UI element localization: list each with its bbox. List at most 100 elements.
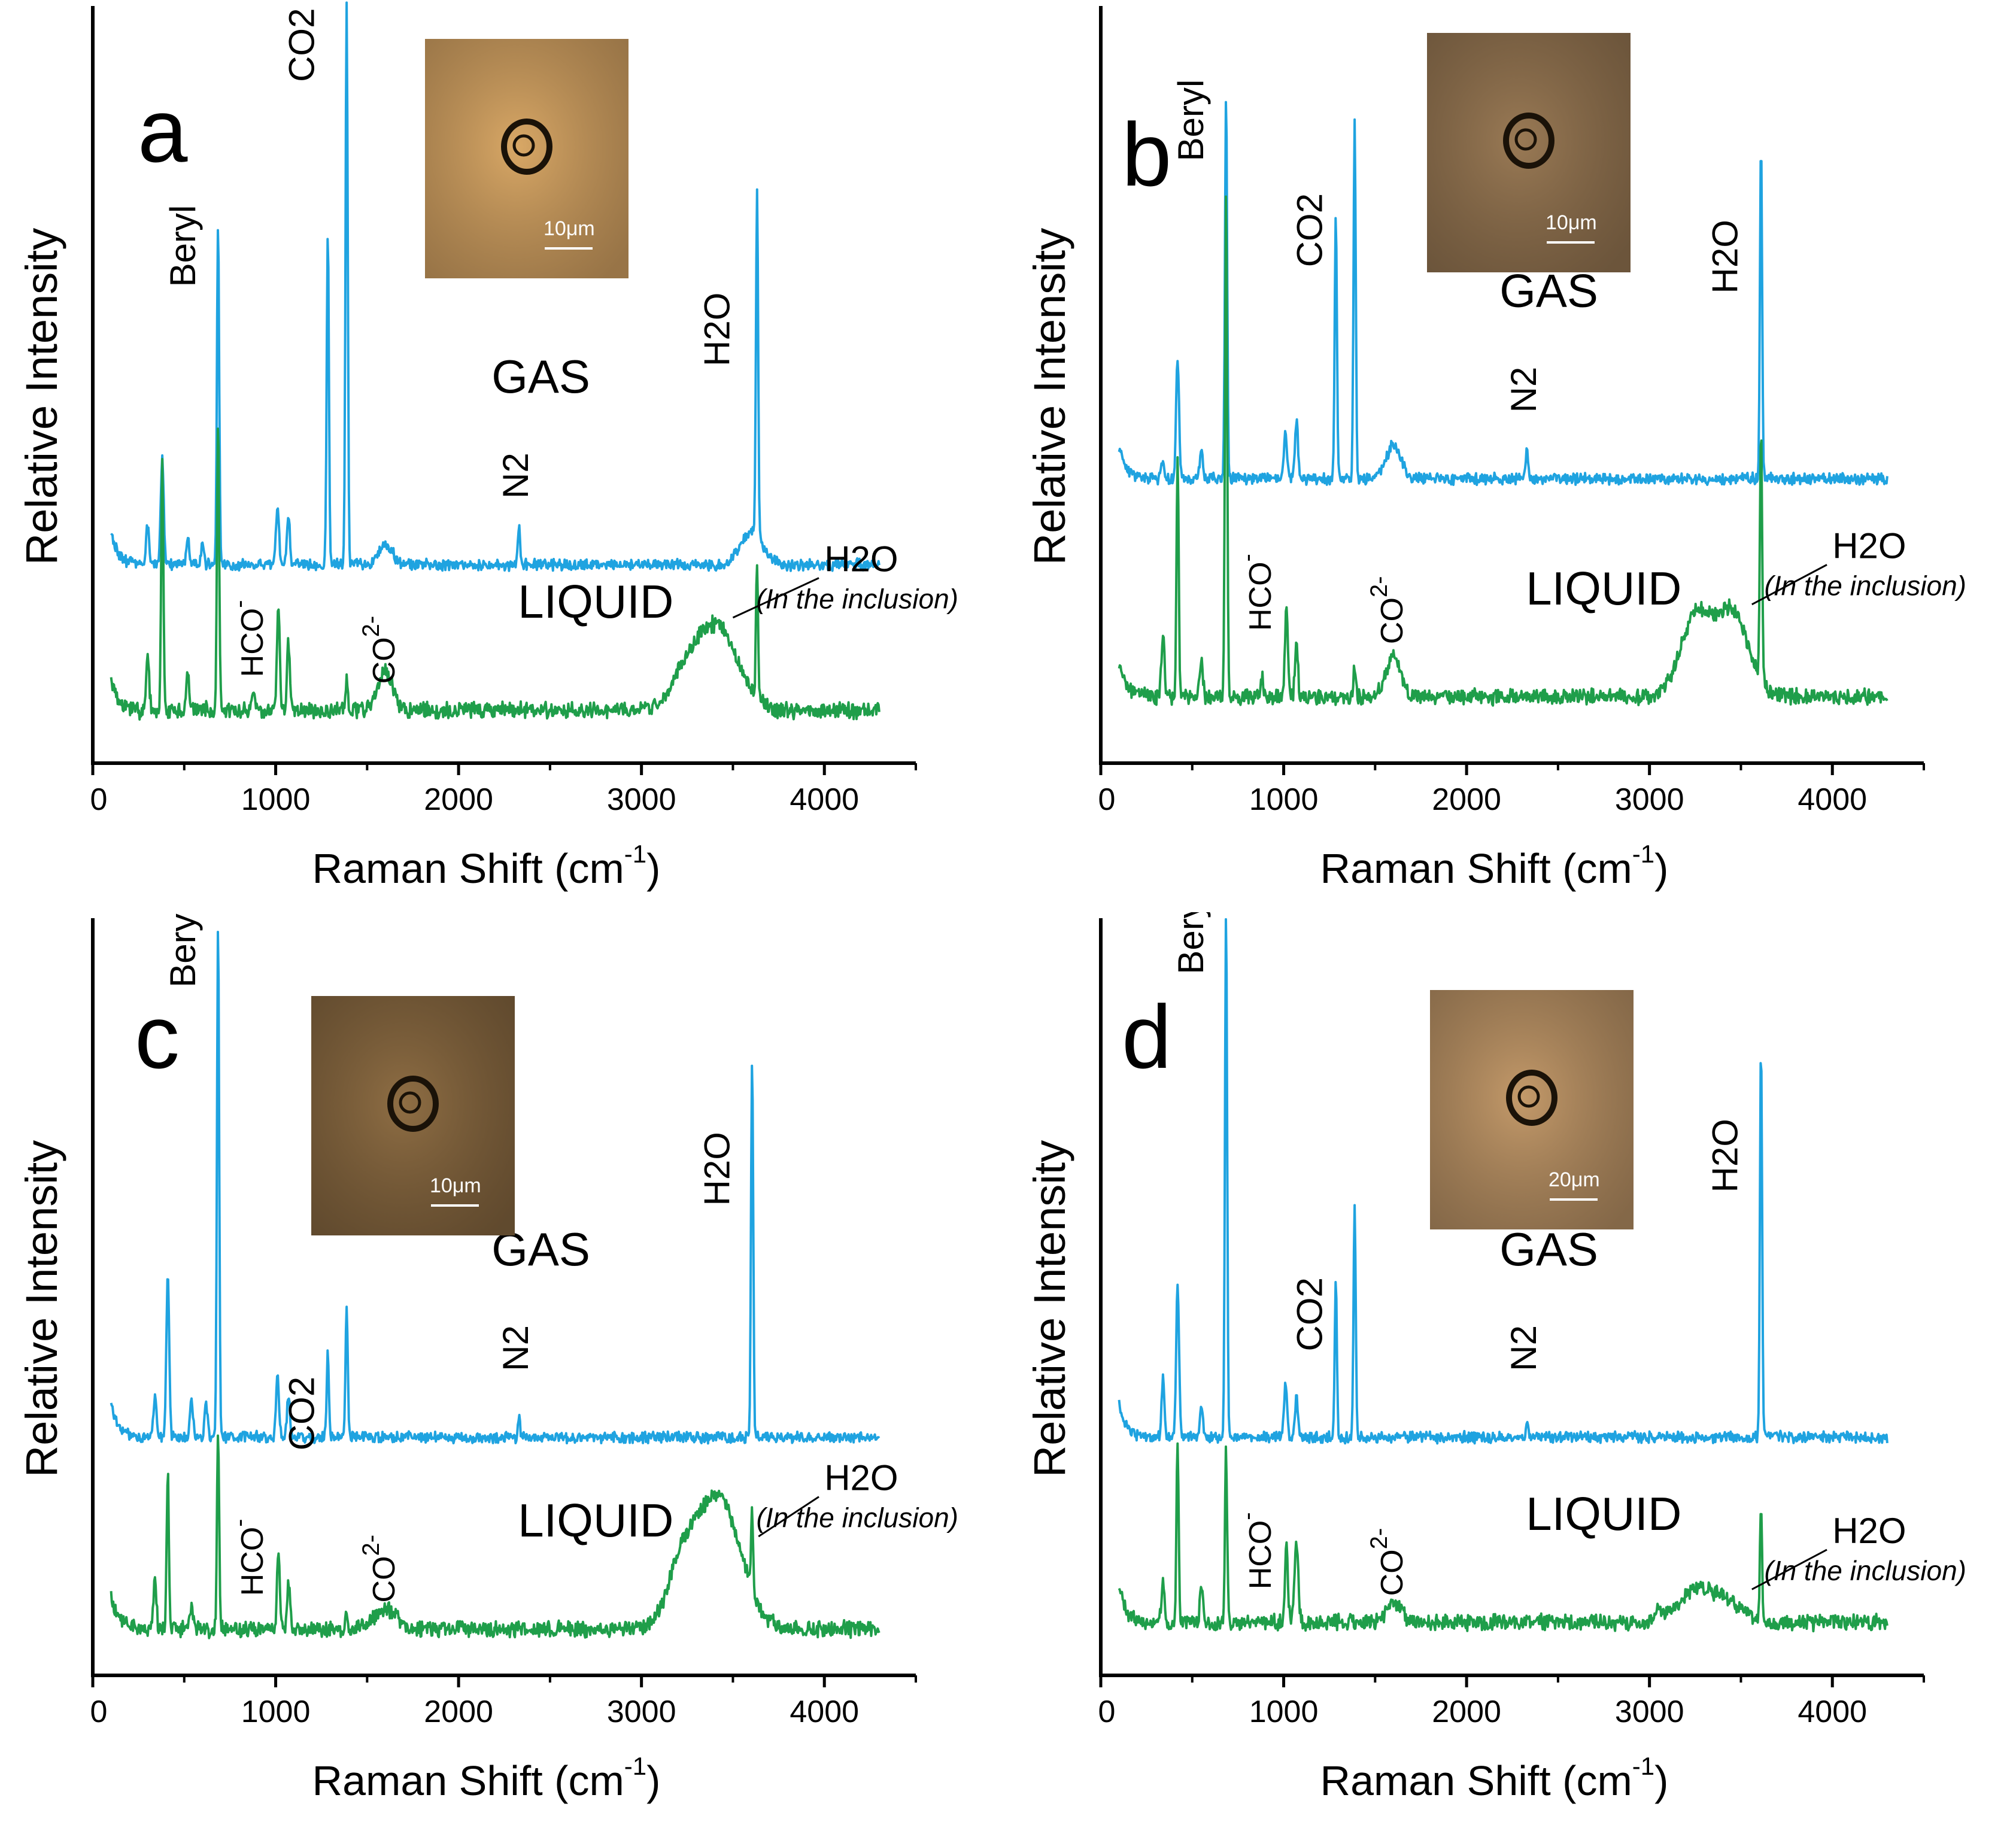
x-tick-label: 0 bbox=[90, 782, 108, 817]
chart-panel-c: 0 1000 2000 3000 4000 Raman Shift (cm-1) Relat… bbox=[0, 912, 1008, 1824]
inclusion-photo: 10μm bbox=[1427, 33, 1631, 272]
panel-letter: a bbox=[138, 80, 188, 181]
panel-letter: b bbox=[1122, 104, 1171, 205]
inclusion-photo: 20μm bbox=[1430, 990, 1634, 1229]
chart-svg: 0 1000 2000 3000 4000 Raman Shift (cm-1) Relat… bbox=[17, 1, 958, 892]
hco3-peak-label: HCO- bbox=[1234, 1512, 1278, 1589]
n2-peak-label: N2 bbox=[1504, 367, 1544, 413]
beryl-peak-label: Beryl bbox=[1171, 80, 1211, 162]
scale-bar-label: 10μm bbox=[430, 1174, 481, 1197]
x-tick-label: 4000 bbox=[790, 782, 859, 817]
n2-peak-label: N2 bbox=[496, 1325, 536, 1371]
hco3-peak-label: HCO- bbox=[226, 1519, 270, 1596]
chart-panel-d: 0 1000 2000 3000 4000 Raman Shift (cm-1) Relat… bbox=[1008, 912, 2016, 1824]
y-axis-label: Relative Intensity bbox=[1025, 228, 1074, 566]
h2o-inclusion-note: (In the inclusion) bbox=[756, 584, 958, 615]
n2-peak-label: N2 bbox=[496, 453, 536, 499]
chart-panel-b: 0 1000 2000 3000 4000 Raman Shift (cm-1) Relat… bbox=[1008, 0, 2016, 912]
inclusion-outline bbox=[387, 1076, 439, 1132]
gas-spectrum-line bbox=[1118, 101, 1889, 487]
x-tick-label: 0 bbox=[1098, 1695, 1116, 1729]
h2o-peak-label: H2O bbox=[1705, 220, 1745, 293]
h2o-peak-label: H2O bbox=[1705, 1119, 1745, 1192]
inclusion-outline bbox=[1506, 1070, 1557, 1126]
h2o-inclusion-leader bbox=[732, 577, 819, 619]
panel-letter: d bbox=[1122, 986, 1171, 1087]
co3-peak-label: CO2- bbox=[358, 616, 402, 684]
co3-peak-label: CO2- bbox=[1366, 576, 1410, 645]
panel-letter: c bbox=[135, 986, 180, 1087]
h2o-inclusion-label: H2O bbox=[824, 1458, 898, 1498]
x-tick-label: 1000 bbox=[1249, 782, 1319, 817]
h2o-inclusion-label: H2O bbox=[1832, 1511, 1906, 1551]
co2-peak-label: CO2 bbox=[1290, 193, 1330, 267]
h2o-peak-label: H2O bbox=[697, 293, 737, 366]
co2-peak-label: CO2 bbox=[282, 1377, 322, 1450]
x-axis-label: Raman Shift (cm-1) bbox=[1320, 840, 1669, 892]
x-tick-label: 3000 bbox=[607, 782, 676, 817]
h2o-inclusion-leader bbox=[1751, 1548, 1827, 1590]
gas-spectrum-line bbox=[110, 931, 881, 1445]
x-tick-label: 3000 bbox=[607, 1695, 676, 1729]
h2o-inclusion-label: H2O bbox=[824, 539, 898, 579]
beryl-peak-label: Beryl bbox=[163, 205, 203, 287]
inclusion-outline bbox=[501, 119, 552, 175]
y-axis-label: Relative Intensity bbox=[1025, 1140, 1074, 1478]
co3-peak-label: CO2- bbox=[358, 1535, 402, 1603]
x-tick-label: 0 bbox=[1098, 782, 1116, 817]
gas-series-label: GAS bbox=[1499, 1223, 1598, 1276]
n2-peak-label: N2 bbox=[1504, 1325, 1544, 1371]
scale-bar-label: 10μm bbox=[544, 217, 595, 240]
h2o-inclusion-note: (In the inclusion) bbox=[756, 1502, 958, 1534]
liquid-series-label: LIQUID bbox=[518, 575, 673, 628]
co2-peak-label: CO2 bbox=[282, 8, 322, 82]
inclusion-outline bbox=[1503, 113, 1554, 169]
h2o-peak-label: H2O bbox=[697, 1132, 737, 1205]
scale-bar-label: 10μm bbox=[1546, 211, 1597, 234]
liquid-spectrum-line bbox=[1118, 195, 1889, 707]
x-tick-label: 1000 bbox=[241, 1695, 311, 1729]
liquid-spectrum-line bbox=[110, 427, 881, 721]
gas-spectrum-line bbox=[1118, 918, 1889, 1445]
x-tick-label: 2000 bbox=[1432, 782, 1501, 817]
liquid-spectrum-line bbox=[110, 1434, 881, 1639]
x-tick-label: 0 bbox=[90, 1695, 108, 1729]
liquid-series-label: LIQUID bbox=[518, 1494, 673, 1547]
x-tick-label: 1000 bbox=[1249, 1695, 1319, 1729]
x-tick-label: 2000 bbox=[1432, 1695, 1501, 1729]
hco3-peak-label: HCO- bbox=[226, 600, 270, 677]
chart-panel-a: 0 1000 2000 3000 4000 Raman Shift (cm-1) Relat… bbox=[0, 0, 1008, 912]
x-axis-label: Raman Shift (cm-1) bbox=[312, 840, 661, 892]
x-tick-label: 4000 bbox=[1798, 782, 1867, 817]
gas-spectrum-line bbox=[110, 1, 881, 572]
gas-series-label: GAS bbox=[1499, 265, 1598, 317]
x-tick-label: 2000 bbox=[424, 1695, 493, 1729]
x-tick-label: 1000 bbox=[241, 782, 311, 817]
x-axis-label: Raman Shift (cm-1) bbox=[312, 1752, 661, 1804]
x-tick-label: 4000 bbox=[1798, 1695, 1867, 1729]
beryl-peak-label: Beryl bbox=[163, 912, 203, 988]
x-tick-label: 2000 bbox=[424, 782, 493, 817]
inclusion-photo: 10μm bbox=[425, 39, 629, 278]
h2o-inclusion-note: (In the inclusion) bbox=[1764, 1555, 1966, 1586]
h2o-inclusion-label: H2O bbox=[1832, 526, 1906, 566]
liquid-series-label: LIQUID bbox=[1526, 562, 1681, 615]
gas-series-label: GAS bbox=[491, 350, 590, 403]
x-axis-label: Raman Shift (cm-1) bbox=[1320, 1752, 1669, 1804]
co3-peak-label: CO2- bbox=[1366, 1528, 1410, 1596]
hco3-peak-label: HCO- bbox=[1234, 554, 1278, 631]
co2-peak-label: CO2 bbox=[1290, 1277, 1330, 1351]
h2o-inclusion-note: (In the inclusion) bbox=[1764, 570, 1966, 601]
beryl-peak-label: Beryl bbox=[1171, 912, 1211, 974]
scale-bar-label: 20μm bbox=[1549, 1168, 1600, 1191]
x-tick-label: 3000 bbox=[1615, 782, 1684, 817]
x-tick-label: 4000 bbox=[790, 1695, 859, 1729]
y-axis-label: Relative Intensity bbox=[17, 228, 66, 566]
liquid-series-label: LIQUID bbox=[1526, 1487, 1681, 1540]
h2o-inclusion-leader bbox=[758, 1496, 819, 1538]
x-tick-label: 3000 bbox=[1615, 1695, 1684, 1729]
h2o-inclusion-leader bbox=[1751, 564, 1827, 606]
y-axis-label: Relative Intensity bbox=[17, 1140, 66, 1478]
liquid-spectrum-line bbox=[1118, 1442, 1889, 1633]
